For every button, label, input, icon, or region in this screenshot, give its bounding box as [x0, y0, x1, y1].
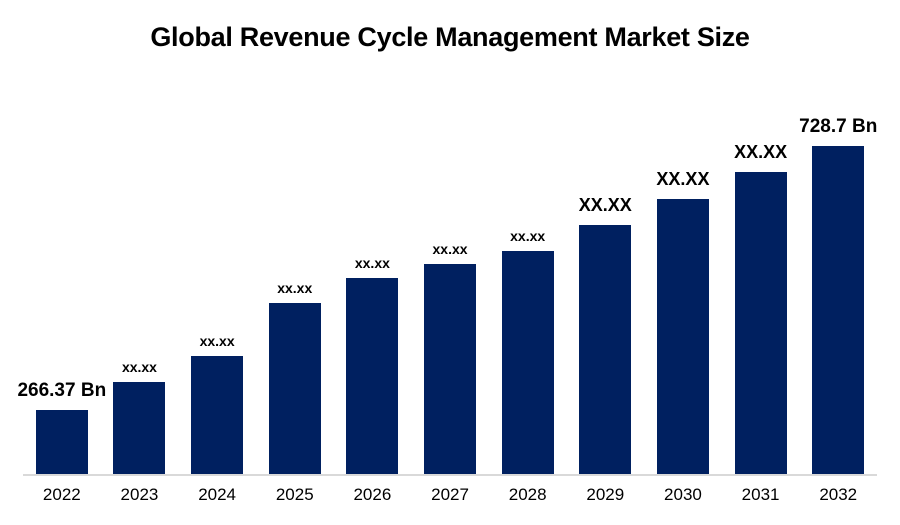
bar-value-label-2025: xx.xx [277, 280, 313, 296]
bar-2026 [346, 278, 399, 474]
bar-2028 [501, 251, 554, 474]
x-tick-2024: 2024 [198, 485, 237, 504]
bar-2024 [191, 356, 244, 474]
bar-value-label-2024: xx.xx [199, 333, 235, 349]
bar-column-2026: xx.xx [334, 256, 412, 474]
bar-column-2023: xx.xx [101, 360, 179, 474]
x-tick-2031: 2031 [741, 485, 780, 504]
bar-value-label-2032: 728.7 Bn [799, 116, 878, 137]
bar-column-2022: 266.37 Bn [17, 381, 106, 474]
year-axis: 2022 2023 2024 2025 2026 2027 2028 2029 2030 2031… [23, 485, 877, 505]
chart-title: Global Revenue Cycle Management Market S… [150, 22, 750, 52]
bar-value-label-2029: XX.XX [578, 195, 632, 215]
x-tick-2029: 2029 [586, 485, 625, 504]
bar-column-2028: xx.xx [489, 229, 567, 474]
bar-value-label-2027: xx.xx [432, 241, 468, 257]
x-tick-2027: 2027 [431, 485, 469, 504]
bar-value-label-2030: XX.XX [656, 169, 710, 189]
bar-value-label-2023: xx.xx [121, 359, 157, 375]
x-tick-2023: 2023 [120, 485, 159, 504]
bar-column-2029: XX.XX [566, 196, 644, 474]
bar-2025 [268, 303, 321, 474]
bars-row: 266.37 Bn xx.xx xx.xx xx.xx xx.xx xx.xx xx.xx X… [17, 117, 877, 474]
bar-2032 [812, 146, 865, 474]
bar-column-2032: 728.7 Bn [799, 117, 877, 474]
x-tick-2022: 2022 [42, 485, 81, 504]
bar-2029 [579, 225, 632, 474]
bar-value-label-2031: XX.XX [734, 142, 788, 162]
bar-column-2030: XX.XX [644, 170, 722, 474]
bar-2022 [35, 410, 88, 474]
bar-2030 [656, 199, 709, 474]
x-tick-2030: 2030 [664, 485, 702, 504]
bar-2031 [734, 172, 787, 474]
bar-column-2027: xx.xx [411, 242, 489, 474]
bar-2027 [424, 264, 477, 474]
bar-column-2025: xx.xx [256, 281, 334, 474]
bar-2023 [113, 382, 166, 474]
x-tick-2026: 2026 [353, 485, 392, 504]
bar-value-label-2022: 266.37 Bn [17, 380, 107, 401]
x-tick-2032: 2032 [819, 485, 858, 504]
x-tick-2028: 2028 [508, 485, 547, 504]
bar-column-2031: XX.XX [722, 143, 800, 474]
x-tick-2025: 2025 [275, 485, 314, 504]
x-axis-line [23, 474, 877, 476]
bar-column-2024: xx.xx [178, 334, 256, 474]
bar-value-label-2028: xx.xx [510, 228, 546, 244]
bar-value-label-2026: xx.xx [354, 255, 390, 271]
